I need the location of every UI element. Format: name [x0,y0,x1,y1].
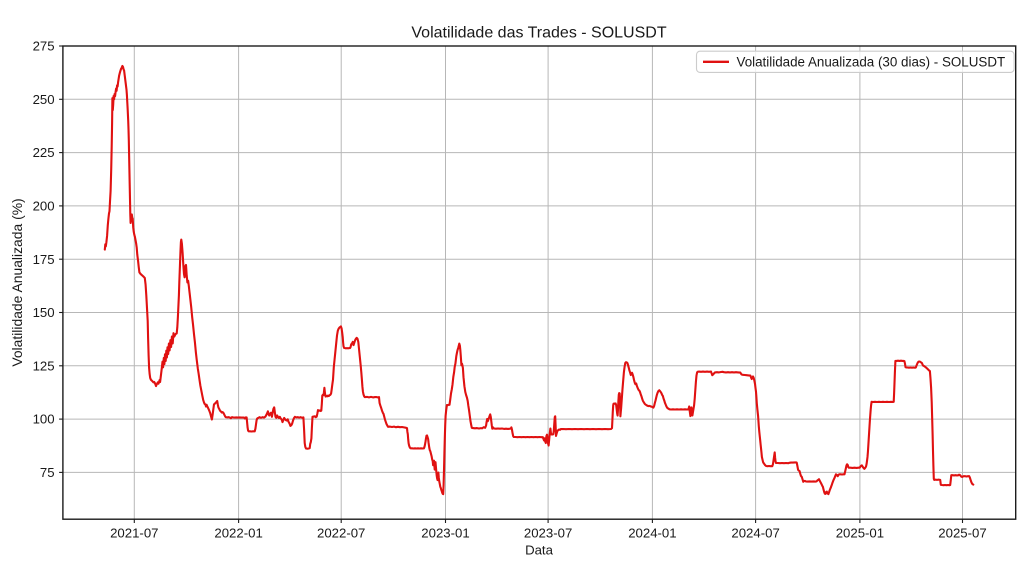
svg-text:2023-07: 2023-07 [524,526,572,541]
svg-text:Volatilidade Anualizada (30 di: Volatilidade Anualizada (30 dias) - SOLU… [737,54,1006,69]
svg-text:2021-07: 2021-07 [110,526,158,541]
svg-text:Volatilidade Anualizada (%): Volatilidade Anualizada (%) [9,198,25,366]
svg-text:225: 225 [33,145,55,160]
svg-text:2024-07: 2024-07 [731,526,779,541]
svg-text:Data: Data [525,543,554,558]
svg-text:Volatilidade das Trades - SOLU: Volatilidade das Trades - SOLUSDT [411,25,666,42]
svg-text:275: 275 [33,39,55,54]
svg-text:2024-01: 2024-01 [628,526,676,541]
svg-text:125: 125 [33,358,55,373]
svg-text:2022-01: 2022-01 [214,526,262,541]
svg-text:250: 250 [33,92,55,107]
svg-text:100: 100 [33,412,55,427]
svg-text:175: 175 [33,252,55,267]
svg-text:150: 150 [33,305,55,320]
svg-text:75: 75 [40,465,55,480]
svg-text:2022-07: 2022-07 [317,526,365,541]
svg-text:2025-01: 2025-01 [836,526,884,541]
svg-text:2025-07: 2025-07 [938,526,986,541]
svg-text:200: 200 [33,199,55,214]
svg-text:2023-01: 2023-01 [421,526,469,541]
